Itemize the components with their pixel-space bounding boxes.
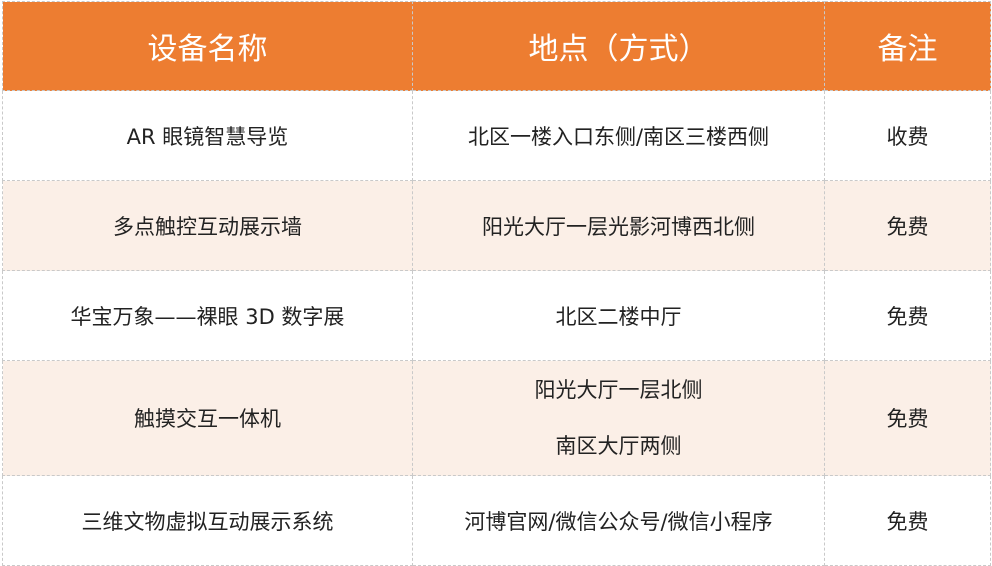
location: 北区二楼中厅 xyxy=(412,270,825,361)
device-name: 华宝万象——裸眼 3D 数字展 xyxy=(2,270,413,361)
location: 阳光大厅一层光影河博西北侧 xyxy=(412,180,825,271)
table-row: 触摸交互一体机 阳光大厅一层北侧 南区大厅两侧 免费 xyxy=(2,360,991,476)
note: 免费 xyxy=(824,475,991,566)
device-name: 触摸交互一体机 xyxy=(2,360,413,476)
location: 河博官网/微信公众号/微信小程序 xyxy=(412,475,825,566)
header-location: 地点（方式） xyxy=(412,1,825,91)
location: 北区一楼入口东侧/南区三楼西侧 xyxy=(412,90,825,181)
header-row: 设备名称 地点（方式） 备注 xyxy=(2,1,991,91)
table-row: 三维文物虚拟互动展示系统 河博官网/微信公众号/微信小程序 免费 xyxy=(2,475,991,566)
header-note: 备注 xyxy=(824,1,991,91)
note: 收费 xyxy=(824,90,991,181)
table-row: 多点触控互动展示墙 阳光大厅一层光影河博西北侧 免费 xyxy=(2,180,991,271)
device-name: 三维文物虚拟互动展示系统 xyxy=(2,475,413,566)
location-line: 阳光大厅一层北侧 xyxy=(534,378,703,402)
note: 免费 xyxy=(824,360,991,476)
device-name: AR 眼镜智慧导览 xyxy=(2,90,413,181)
device-name: 多点触控互动展示墙 xyxy=(2,180,413,271)
table-row: AR 眼镜智慧导览 北区一楼入口东侧/南区三楼西侧 收费 xyxy=(2,90,991,181)
header-device-name: 设备名称 xyxy=(2,1,413,91)
note: 免费 xyxy=(824,270,991,361)
note: 免费 xyxy=(824,180,991,271)
location-line: 南区大厅两侧 xyxy=(555,434,682,458)
location: 阳光大厅一层北侧 南区大厅两侧 xyxy=(412,360,825,476)
table-row: 华宝万象——裸眼 3D 数字展 北区二楼中厅 免费 xyxy=(2,270,991,361)
